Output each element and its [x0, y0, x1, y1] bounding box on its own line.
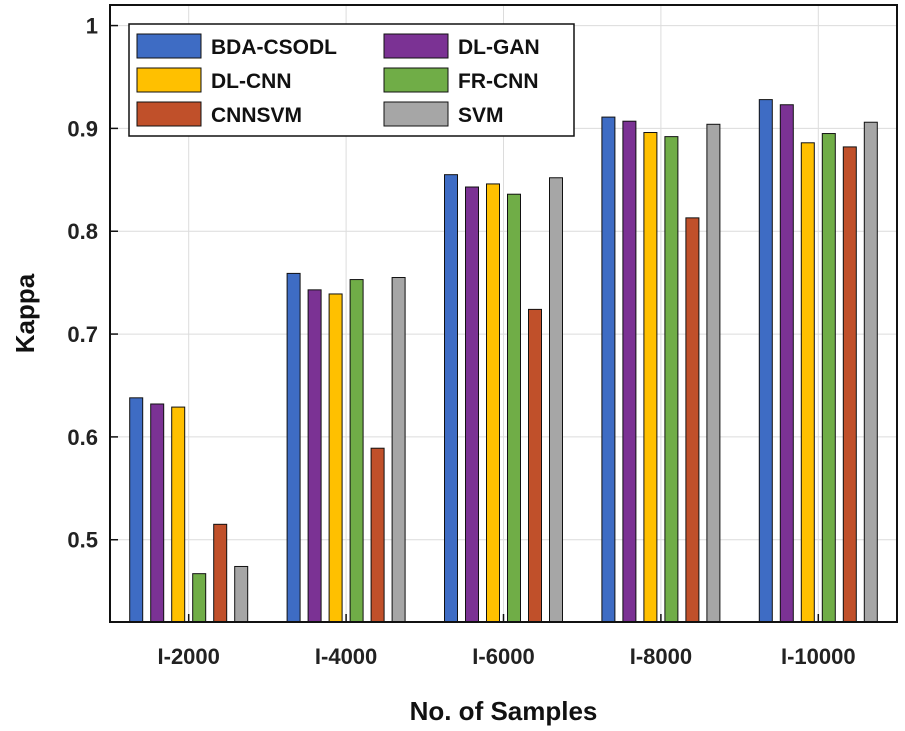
x-axis-title: No. of Samples — [410, 696, 598, 726]
bar-bda-csodl-i-2000 — [129, 397, 144, 623]
bar-dl-gan-i-2000 — [150, 403, 165, 623]
bar-fr-cnn-i-8000 — [664, 136, 679, 623]
y-tick-label: 0.9 — [67, 116, 98, 141]
bar-svm-i-4000 — [391, 277, 406, 623]
x-axis-ticks: I-2000 I-4000 I-6000 I-8000 I-10000 — [158, 614, 856, 669]
legend-label-cnnsvm: CNNSVM — [211, 104, 302, 127]
bar-fr-cnn-i-10000 — [821, 133, 836, 623]
legend-label-dl-cnn: DL-CNN — [211, 70, 291, 93]
x-tick-label: I-10000 — [781, 644, 856, 669]
bar-dl-gan-i-8000 — [622, 120, 637, 623]
x-tick-label: I-8000 — [630, 644, 692, 669]
bar-svm-i-8000 — [706, 123, 721, 623]
legend-label-dl-gan: DL-GAN — [458, 36, 540, 59]
legend-swatch-dl-cnn — [136, 67, 202, 93]
bar-dl-cnn-i-6000 — [486, 183, 500, 623]
bar-bda-csodl-i-10000 — [758, 99, 773, 623]
legend-label-svm: SVM — [458, 104, 504, 127]
bar-bda-csodl-i-6000 — [444, 174, 458, 623]
bar-cnnsvm-i-10000 — [842, 146, 857, 623]
legend-label-bda-csodl: BDA-CSODL — [211, 36, 337, 59]
bar-svm-i-2000 — [234, 565, 249, 623]
bar-dl-cnn-i-10000 — [800, 142, 815, 623]
y-tick-label: 0.5 — [67, 528, 98, 553]
x-tick-label: I-2000 — [158, 644, 220, 669]
bar-dl-gan-i-6000 — [465, 186, 479, 623]
bar-bda-csodl-i-4000 — [286, 272, 301, 623]
y-tick-label: 0.8 — [67, 219, 98, 244]
y-axis-title: Kappa — [10, 273, 40, 353]
bar-bda-csodl-i-8000 — [601, 116, 616, 623]
bar-fr-cnn-i-4000 — [349, 279, 364, 623]
x-tick-label: I-4000 — [315, 644, 377, 669]
y-tick-label: 1 — [86, 14, 98, 39]
bar-cnnsvm-i-6000 — [528, 308, 542, 623]
bar-svm-i-6000 — [549, 177, 563, 623]
y-axis-ticks: 0.5 0.6 0.7 0.8 0.9 1 — [67, 14, 118, 553]
legend-label-fr-cnn: FR-CNN — [458, 70, 538, 93]
y-tick-label: 0.6 — [67, 425, 98, 450]
legend-swatch-cnnsvm — [136, 101, 202, 127]
bar-dl-gan-i-10000 — [779, 104, 794, 623]
legend-swatch-fr-cnn — [383, 67, 449, 93]
x-tick-label: I-6000 — [472, 644, 534, 669]
bar-dl-gan-i-4000 — [307, 289, 322, 623]
bar-dl-cnn-i-2000 — [171, 406, 186, 623]
bar-cnnsvm-i-2000 — [213, 523, 228, 623]
legend-box — [128, 23, 575, 137]
legend-swatch-bda-csodl — [136, 33, 202, 59]
bars — [129, 99, 878, 623]
legend-swatch-svm — [383, 101, 449, 127]
y-tick-label: 0.7 — [67, 322, 98, 347]
bar-dl-cnn-i-8000 — [643, 132, 658, 623]
bar-cnnsvm-i-4000 — [370, 447, 385, 623]
bar-svm-i-10000 — [863, 121, 878, 623]
legend-swatch-dl-gan — [383, 33, 449, 59]
bar-dl-cnn-i-4000 — [328, 293, 343, 623]
bar-cnnsvm-i-8000 — [685, 217, 700, 623]
bar-fr-cnn-i-6000 — [507, 193, 521, 623]
legend: BDA-CSODL DL-GAN DL-CNN FR-CNN CNNSVM SVM — [128, 23, 575, 137]
bar-fr-cnn-i-2000 — [192, 573, 207, 623]
